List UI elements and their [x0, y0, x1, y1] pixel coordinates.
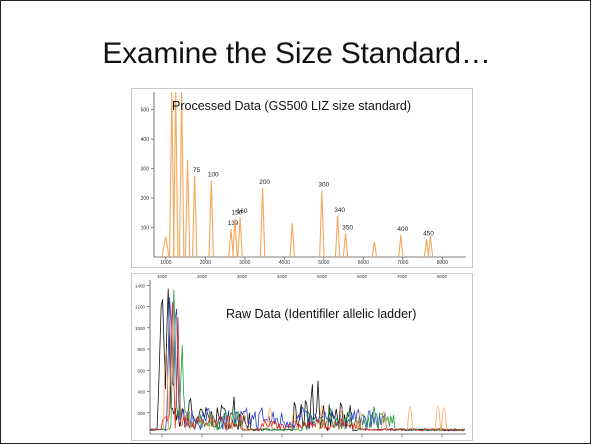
- peak: [191, 175, 198, 258]
- processed-data-plot: 1000 2000 3000 4000 5000 6000 7000 8000 100 200 30…: [141, 91, 466, 266]
- peak: [371, 241, 378, 258]
- y-tick-label: 200: [141, 196, 150, 202]
- peak: [291, 411, 297, 430]
- raw-data-chart: 1000 2000 3000 4000 5000 6000 7000 8000 200 400 60…: [131, 273, 473, 441]
- x-tick-label: 4000: [277, 274, 288, 279]
- x-tick-label: 1000: [160, 260, 171, 266]
- raw-data-title: Raw Data (Identifiler allelic ladder): [226, 307, 417, 321]
- x-tick-label: 7000: [397, 260, 408, 266]
- y-tick-label: 100: [141, 226, 150, 232]
- peak: [163, 350, 169, 430]
- peak-label: 340: [334, 207, 345, 214]
- peak: [237, 217, 243, 258]
- y-tick-label: 500: [141, 108, 150, 114]
- peak-label: 450: [423, 230, 434, 237]
- x-tick-label: 3000: [239, 260, 250, 266]
- peak-label: 100: [208, 171, 219, 178]
- peak: [319, 405, 325, 430]
- peak: [178, 91, 185, 258]
- peak: [441, 407, 447, 430]
- peak: [169, 91, 175, 258]
- peak: [398, 234, 404, 258]
- peak-label: 400: [397, 226, 408, 233]
- peak: [172, 91, 179, 258]
- peak: [342, 233, 349, 258]
- peak-label: 75: [193, 167, 201, 174]
- peak: [241, 412, 247, 430]
- y-tick-label: 600: [137, 368, 145, 373]
- x-tick-label: 5000: [318, 260, 329, 266]
- peak: [357, 411, 363, 430]
- peak: [228, 228, 234, 258]
- y-tick-label: 400: [137, 390, 145, 395]
- y-tick-label: 800: [137, 347, 145, 352]
- peak-label: 350: [342, 224, 353, 231]
- x-tick-label: 8000: [437, 260, 448, 266]
- peak-label: 200: [259, 179, 270, 186]
- y-tick-label: 200: [137, 411, 145, 416]
- peak: [208, 180, 215, 258]
- peak: [334, 215, 341, 258]
- x-tick-label: 6000: [357, 274, 368, 279]
- processed-data-chart: 1000 2000 3000 4000 5000 6000 7000 8000 100 200 30…: [131, 88, 473, 268]
- x-tick-label: 3000: [237, 274, 248, 279]
- peak: [161, 236, 170, 258]
- peak: [185, 410, 191, 430]
- x-tick-label: 2000: [197, 274, 208, 279]
- peak-label: 300: [318, 182, 329, 189]
- y-tick-label: 1200: [135, 305, 146, 310]
- peak-label: 150: [232, 210, 243, 217]
- x-tick-label: 6000: [358, 260, 369, 266]
- x-tick-label: 7000: [397, 274, 408, 279]
- peak: [435, 405, 441, 430]
- peak: [423, 239, 430, 258]
- y-tick-label: 400: [141, 137, 150, 143]
- peak: [232, 218, 238, 258]
- y-tick-label: 1000: [135, 326, 146, 331]
- y-tick-label: 1400: [135, 283, 146, 288]
- x-tick-label: 8000: [437, 274, 448, 279]
- peak: [407, 406, 413, 430]
- peak-label: 139: [228, 220, 239, 227]
- peak: [259, 187, 266, 258]
- x-tick-label: 2000: [200, 260, 211, 266]
- raw-data-plot: 1000 2000 3000 4000 5000 6000 7000 8000 200 400 60…: [135, 274, 466, 437]
- peak: [289, 223, 295, 258]
- peak: [267, 407, 273, 430]
- peak: [209, 413, 215, 430]
- peak: [427, 236, 434, 258]
- x-tick-label: 4000: [279, 260, 290, 266]
- peak: [381, 410, 387, 430]
- x-tick-label: 1000: [157, 274, 168, 279]
- peak: [227, 414, 233, 430]
- peak: [184, 159, 191, 258]
- y-tick-label: 300: [141, 167, 150, 173]
- raw-trace: [149, 289, 466, 432]
- x-tick-label: 5000: [317, 274, 328, 279]
- processed-data-title: Processed Data (GS500 LIZ size standard): [172, 99, 412, 113]
- peak: [319, 190, 325, 258]
- peak-label: 160: [237, 208, 248, 215]
- slide-title: Examine the Size Standard…: [102, 37, 491, 70]
- peak: [339, 408, 345, 430]
